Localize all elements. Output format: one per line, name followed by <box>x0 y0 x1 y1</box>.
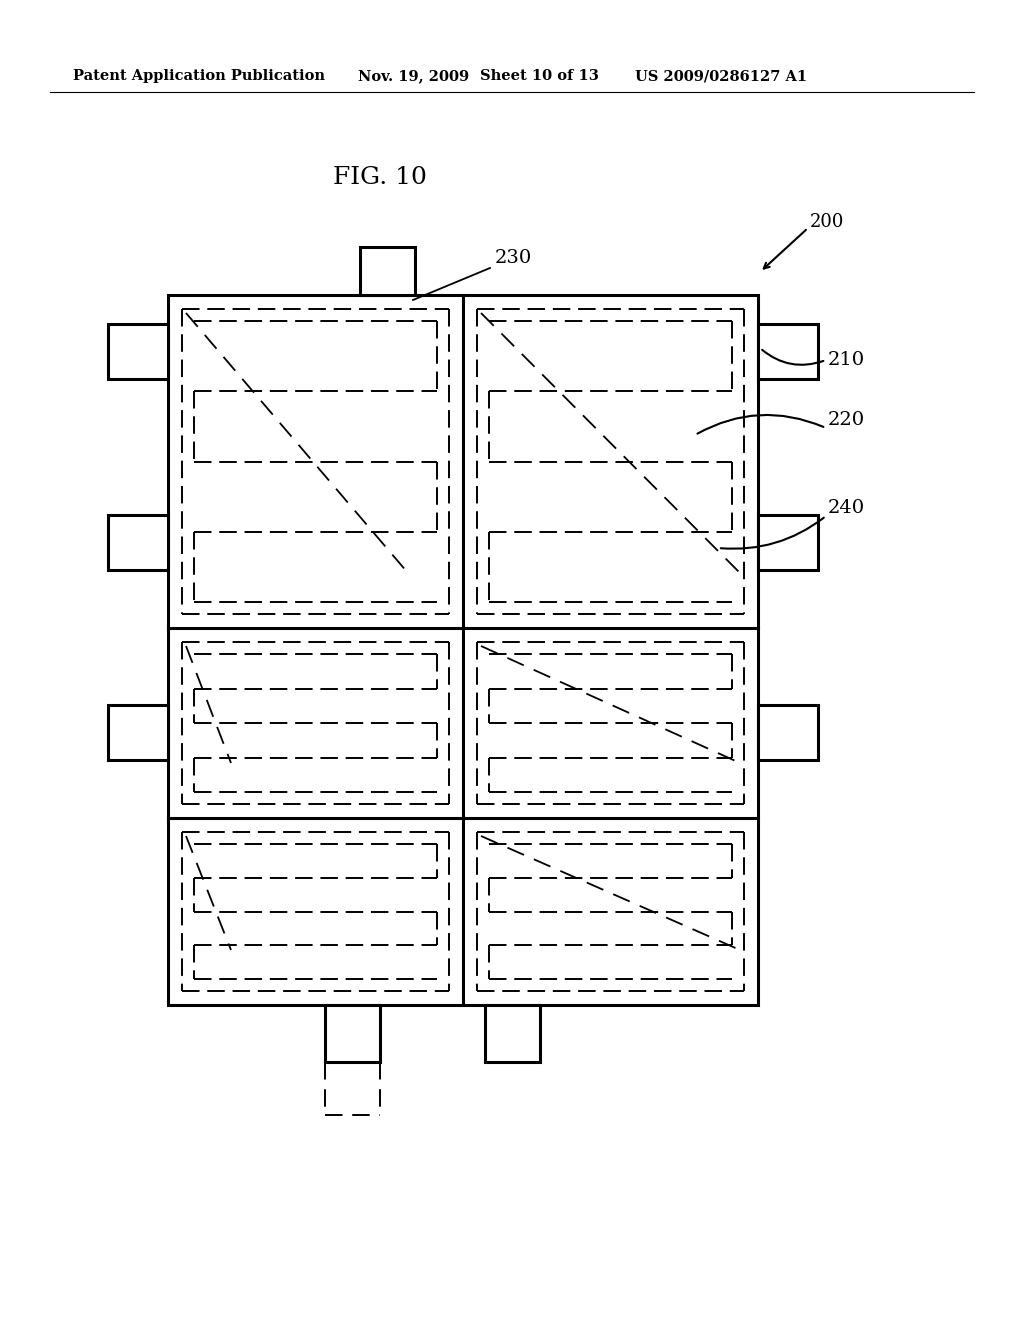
Bar <box>758 323 818 379</box>
Bar <box>758 705 818 760</box>
Text: 220: 220 <box>828 411 865 429</box>
Text: FIG. 10: FIG. 10 <box>333 166 427 190</box>
Text: US 2009/0286127 A1: US 2009/0286127 A1 <box>635 69 807 83</box>
Bar <box>108 323 168 379</box>
Text: 240: 240 <box>828 499 865 517</box>
Text: 210: 210 <box>828 351 865 370</box>
Bar <box>758 515 818 570</box>
Bar <box>168 294 758 1005</box>
Text: 230: 230 <box>495 249 532 267</box>
Bar <box>360 247 415 294</box>
Text: 200: 200 <box>810 213 845 231</box>
Bar <box>325 1005 380 1063</box>
Text: Sheet 10 of 13: Sheet 10 of 13 <box>480 69 599 83</box>
Bar <box>485 1005 540 1063</box>
Bar <box>108 515 168 570</box>
Text: Nov. 19, 2009: Nov. 19, 2009 <box>358 69 469 83</box>
Bar <box>108 705 168 760</box>
Text: Patent Application Publication: Patent Application Publication <box>73 69 325 83</box>
